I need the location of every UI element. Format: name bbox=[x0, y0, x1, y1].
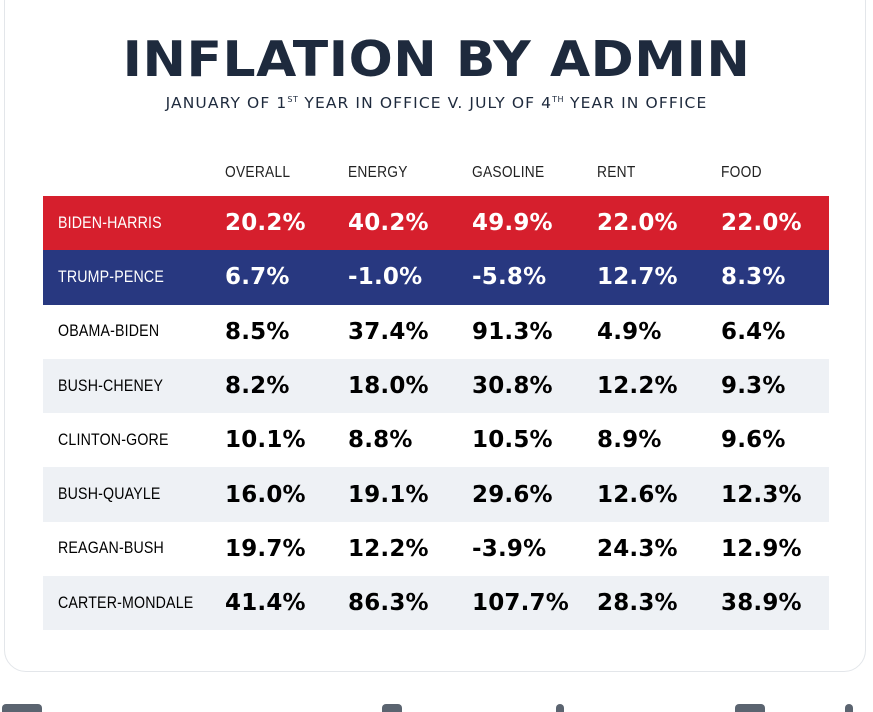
like-icon[interactable] bbox=[556, 704, 564, 712]
chart-title: INFLATION BY ADMIN bbox=[122, 31, 751, 88]
value-energy: 12.2% bbox=[345, 521, 469, 577]
table-row-bush-quayle: BUSH-QUAYLE 16.0% 19.1% 29.6% 12.6% 12.3… bbox=[43, 467, 829, 522]
reply-icon[interactable] bbox=[2, 704, 42, 712]
value-rent: 12.2% bbox=[594, 358, 718, 414]
value-food: 12.9% bbox=[718, 521, 829, 577]
table-header-row: OVERALL ENERGY GASOLINE RENT FOOD bbox=[43, 150, 829, 196]
admin-label: BUSH-CHENEY bbox=[43, 358, 222, 414]
value-rent: 12.7% bbox=[594, 250, 718, 305]
admin-label: OBAMA-BIDEN bbox=[43, 304, 222, 359]
subtitle-ordinal-2: TH bbox=[552, 95, 565, 104]
repost-icon[interactable] bbox=[382, 704, 402, 712]
admin-label: CARTER-MONDALE bbox=[43, 576, 222, 631]
value-gasoline: 107.7% bbox=[469, 576, 594, 631]
value-energy: 19.1% bbox=[345, 467, 469, 522]
value-gasoline: -3.9% bbox=[469, 521, 594, 577]
value-rent: 8.9% bbox=[594, 413, 718, 468]
value-rent: 22.0% bbox=[594, 196, 718, 251]
table-row-trump-pence: TRUMP-PENCE 6.7% -1.0% -5.8% 12.7% 8.3% bbox=[43, 250, 829, 305]
subtitle-part-1: JANUARY OF 1 bbox=[165, 94, 288, 112]
post-action-bar bbox=[0, 700, 873, 712]
value-energy: 40.2% bbox=[345, 196, 469, 251]
value-food: 9.3% bbox=[718, 358, 829, 414]
chart-subtitle: JANUARY OF 1ST YEAR IN OFFICE V. JULY OF… bbox=[0, 89, 873, 114]
value-food: 38.9% bbox=[718, 576, 829, 631]
value-food: 6.4% bbox=[718, 304, 829, 359]
subtitle-ordinal-1: ST bbox=[287, 95, 299, 104]
subtitle-part-3: YEAR IN OFFICE bbox=[564, 94, 708, 112]
table-row-carter-mondale: CARTER-MONDALE 41.4% 86.3% 107.7% 28.3% … bbox=[43, 576, 829, 631]
value-energy: 18.0% bbox=[345, 358, 469, 414]
bookmark-icon[interactable] bbox=[735, 704, 765, 712]
table-row-biden-harris: BIDEN-HARRIS 20.2% 40.2% 49.9% 22.0% 22.… bbox=[43, 196, 829, 251]
value-food: 22.0% bbox=[718, 196, 829, 251]
admin-label: BUSH-QUAYLE bbox=[43, 467, 222, 522]
table-row-reagan-bush: REAGAN-BUSH 19.7% 12.2% -3.9% 24.3% 12.9… bbox=[43, 521, 829, 577]
value-overall: 16.0% bbox=[222, 467, 345, 522]
value-rent: 12.6% bbox=[594, 467, 718, 522]
value-gasoline: -5.8% bbox=[469, 250, 594, 305]
header-energy: ENERGY bbox=[348, 164, 408, 181]
value-energy: 86.3% bbox=[345, 576, 469, 631]
value-energy: -1.0% bbox=[345, 250, 469, 305]
value-rent: 4.9% bbox=[594, 304, 718, 359]
value-overall: 6.7% bbox=[222, 250, 345, 305]
admin-label: TRUMP-PENCE bbox=[43, 250, 222, 305]
value-gasoline: 29.6% bbox=[469, 467, 594, 522]
admin-label: BIDEN-HARRIS bbox=[43, 196, 222, 251]
subtitle-part-2: YEAR IN OFFICE V. JULY OF 4 bbox=[298, 94, 553, 112]
header-food: FOOD bbox=[721, 164, 762, 181]
value-energy: 37.4% bbox=[345, 304, 469, 359]
table-row-clinton-gore: CLINTON-GORE 10.1% 8.8% 10.5% 8.9% 9.6% bbox=[43, 413, 829, 468]
value-overall: 10.1% bbox=[222, 413, 345, 468]
inflation-table: OVERALL ENERGY GASOLINE RENT FOOD BIDEN-… bbox=[43, 150, 829, 631]
value-energy: 8.8% bbox=[345, 413, 469, 468]
value-overall: 41.4% bbox=[222, 576, 345, 631]
value-gasoline: 10.5% bbox=[469, 413, 594, 468]
value-gasoline: 49.9% bbox=[469, 196, 594, 251]
value-overall: 19.7% bbox=[222, 521, 345, 577]
value-food: 8.3% bbox=[718, 250, 829, 305]
header-admin bbox=[43, 150, 222, 196]
admin-label: REAGAN-BUSH bbox=[43, 521, 222, 577]
value-food: 12.3% bbox=[718, 467, 829, 522]
value-overall: 20.2% bbox=[222, 196, 345, 251]
share-icon[interactable] bbox=[845, 704, 853, 712]
header-overall: OVERALL bbox=[225, 164, 291, 181]
value-gasoline: 30.8% bbox=[469, 358, 594, 414]
value-rent: 24.3% bbox=[594, 521, 718, 577]
header-rent: RENT bbox=[597, 164, 636, 181]
value-overall: 8.5% bbox=[222, 304, 345, 359]
value-food: 9.6% bbox=[718, 413, 829, 468]
value-rent: 28.3% bbox=[594, 576, 718, 631]
table-row-bush-cheney: BUSH-CHENEY 8.2% 18.0% 30.8% 12.2% 9.3% bbox=[43, 358, 829, 414]
value-overall: 8.2% bbox=[222, 358, 345, 414]
admin-label: CLINTON-GORE bbox=[43, 413, 222, 468]
table-row-obama-biden: OBAMA-BIDEN 8.5% 37.4% 91.3% 4.9% 6.4% bbox=[43, 304, 829, 359]
header-gasoline: GASOLINE bbox=[472, 164, 545, 181]
value-gasoline: 91.3% bbox=[469, 304, 594, 359]
